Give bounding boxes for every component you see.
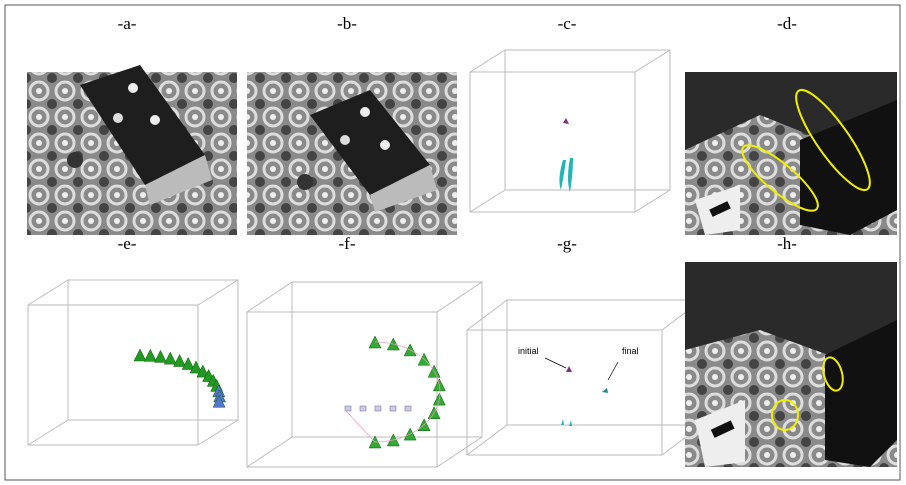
wireframe	[466, 299, 703, 456]
panel-label: -b-	[337, 14, 357, 33]
camera	[154, 349, 167, 363]
plot-g: initial final	[466, 299, 703, 456]
camera	[404, 405, 412, 412]
camera	[181, 356, 195, 370]
camera	[344, 405, 352, 412]
camera	[133, 348, 147, 362]
wireframe	[469, 49, 671, 213]
camera	[374, 405, 382, 412]
plot-e	[27, 279, 239, 446]
annotation: final	[622, 346, 639, 356]
photo-h	[685, 262, 897, 467]
frame	[4, 4, 901, 481]
panel-label: -f-	[339, 234, 356, 253]
labels: -a- -b- -c- -d- -e- -f- -g- -h-	[118, 14, 798, 253]
camera	[189, 360, 203, 374]
wireframe	[246, 281, 483, 468]
photo-d	[685, 72, 897, 235]
annotation: initial	[518, 346, 539, 356]
panel-label: -c-	[558, 14, 577, 33]
panel-label: -d-	[777, 14, 797, 33]
trajectory	[344, 341, 441, 443]
camera	[173, 353, 186, 367]
panel-label: -h-	[777, 234, 797, 253]
photo-a	[27, 65, 237, 235]
panel-label: -g-	[557, 234, 577, 253]
camera	[359, 405, 367, 412]
camera	[389, 405, 397, 412]
camera	[143, 348, 157, 362]
photo-b	[247, 72, 457, 235]
camera	[163, 351, 177, 365]
wireframe	[27, 279, 239, 446]
camera	[196, 364, 210, 378]
panel-label: -e-	[118, 234, 137, 253]
camera	[212, 394, 226, 408]
plot-c	[469, 49, 671, 213]
panel-label: -a-	[118, 14, 137, 33]
plot-f	[246, 281, 483, 468]
